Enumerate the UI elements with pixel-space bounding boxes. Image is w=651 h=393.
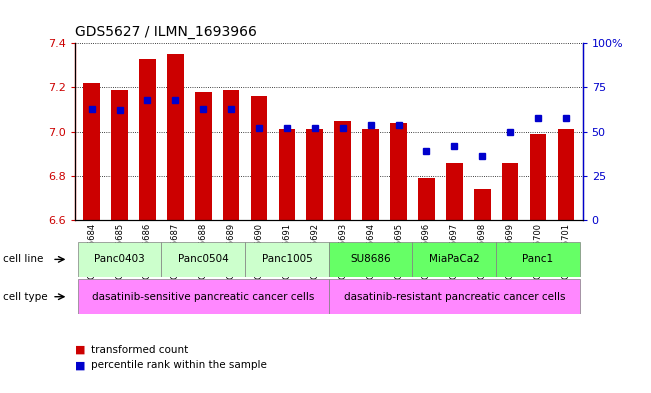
Text: transformed count: transformed count [91, 345, 188, 355]
Bar [139, 59, 156, 220]
Text: Panc1005: Panc1005 [262, 254, 312, 264]
Bar [223, 90, 240, 220]
Text: Panc1: Panc1 [523, 254, 553, 264]
Bar [335, 121, 351, 220]
Bar [362, 129, 379, 220]
Bar [446, 163, 463, 220]
Bar [496, 242, 580, 277]
Text: MiaPaCa2: MiaPaCa2 [429, 254, 480, 264]
Bar [329, 279, 580, 314]
Bar [474, 189, 491, 220]
Text: ■: ■ [75, 360, 85, 371]
Text: dasatinib-resistant pancreatic cancer cells: dasatinib-resistant pancreatic cancer ce… [344, 292, 565, 302]
Bar [167, 54, 184, 220]
Text: Panc0504: Panc0504 [178, 254, 229, 264]
Bar [161, 242, 245, 277]
Bar [77, 242, 161, 277]
Text: percentile rank within the sample: percentile rank within the sample [91, 360, 267, 371]
Text: GDS5627 / ILMN_1693966: GDS5627 / ILMN_1693966 [75, 26, 256, 39]
Bar [418, 178, 435, 220]
Bar [502, 163, 518, 220]
Bar [329, 242, 413, 277]
Bar [251, 96, 268, 220]
Bar [307, 129, 323, 220]
Text: dasatinib-sensitive pancreatic cancer cells: dasatinib-sensitive pancreatic cancer ce… [92, 292, 314, 302]
Bar [557, 129, 574, 220]
Bar [195, 92, 212, 220]
Bar [413, 242, 496, 277]
Text: SU8686: SU8686 [350, 254, 391, 264]
Text: cell line: cell line [3, 254, 44, 264]
Text: ■: ■ [75, 345, 85, 355]
Bar [111, 90, 128, 220]
Bar [390, 123, 407, 220]
Bar [83, 83, 100, 220]
Bar [279, 129, 296, 220]
Text: cell type: cell type [3, 292, 48, 302]
Text: Panc0403: Panc0403 [94, 254, 145, 264]
Bar [77, 279, 329, 314]
Bar [245, 242, 329, 277]
Bar [530, 134, 546, 220]
